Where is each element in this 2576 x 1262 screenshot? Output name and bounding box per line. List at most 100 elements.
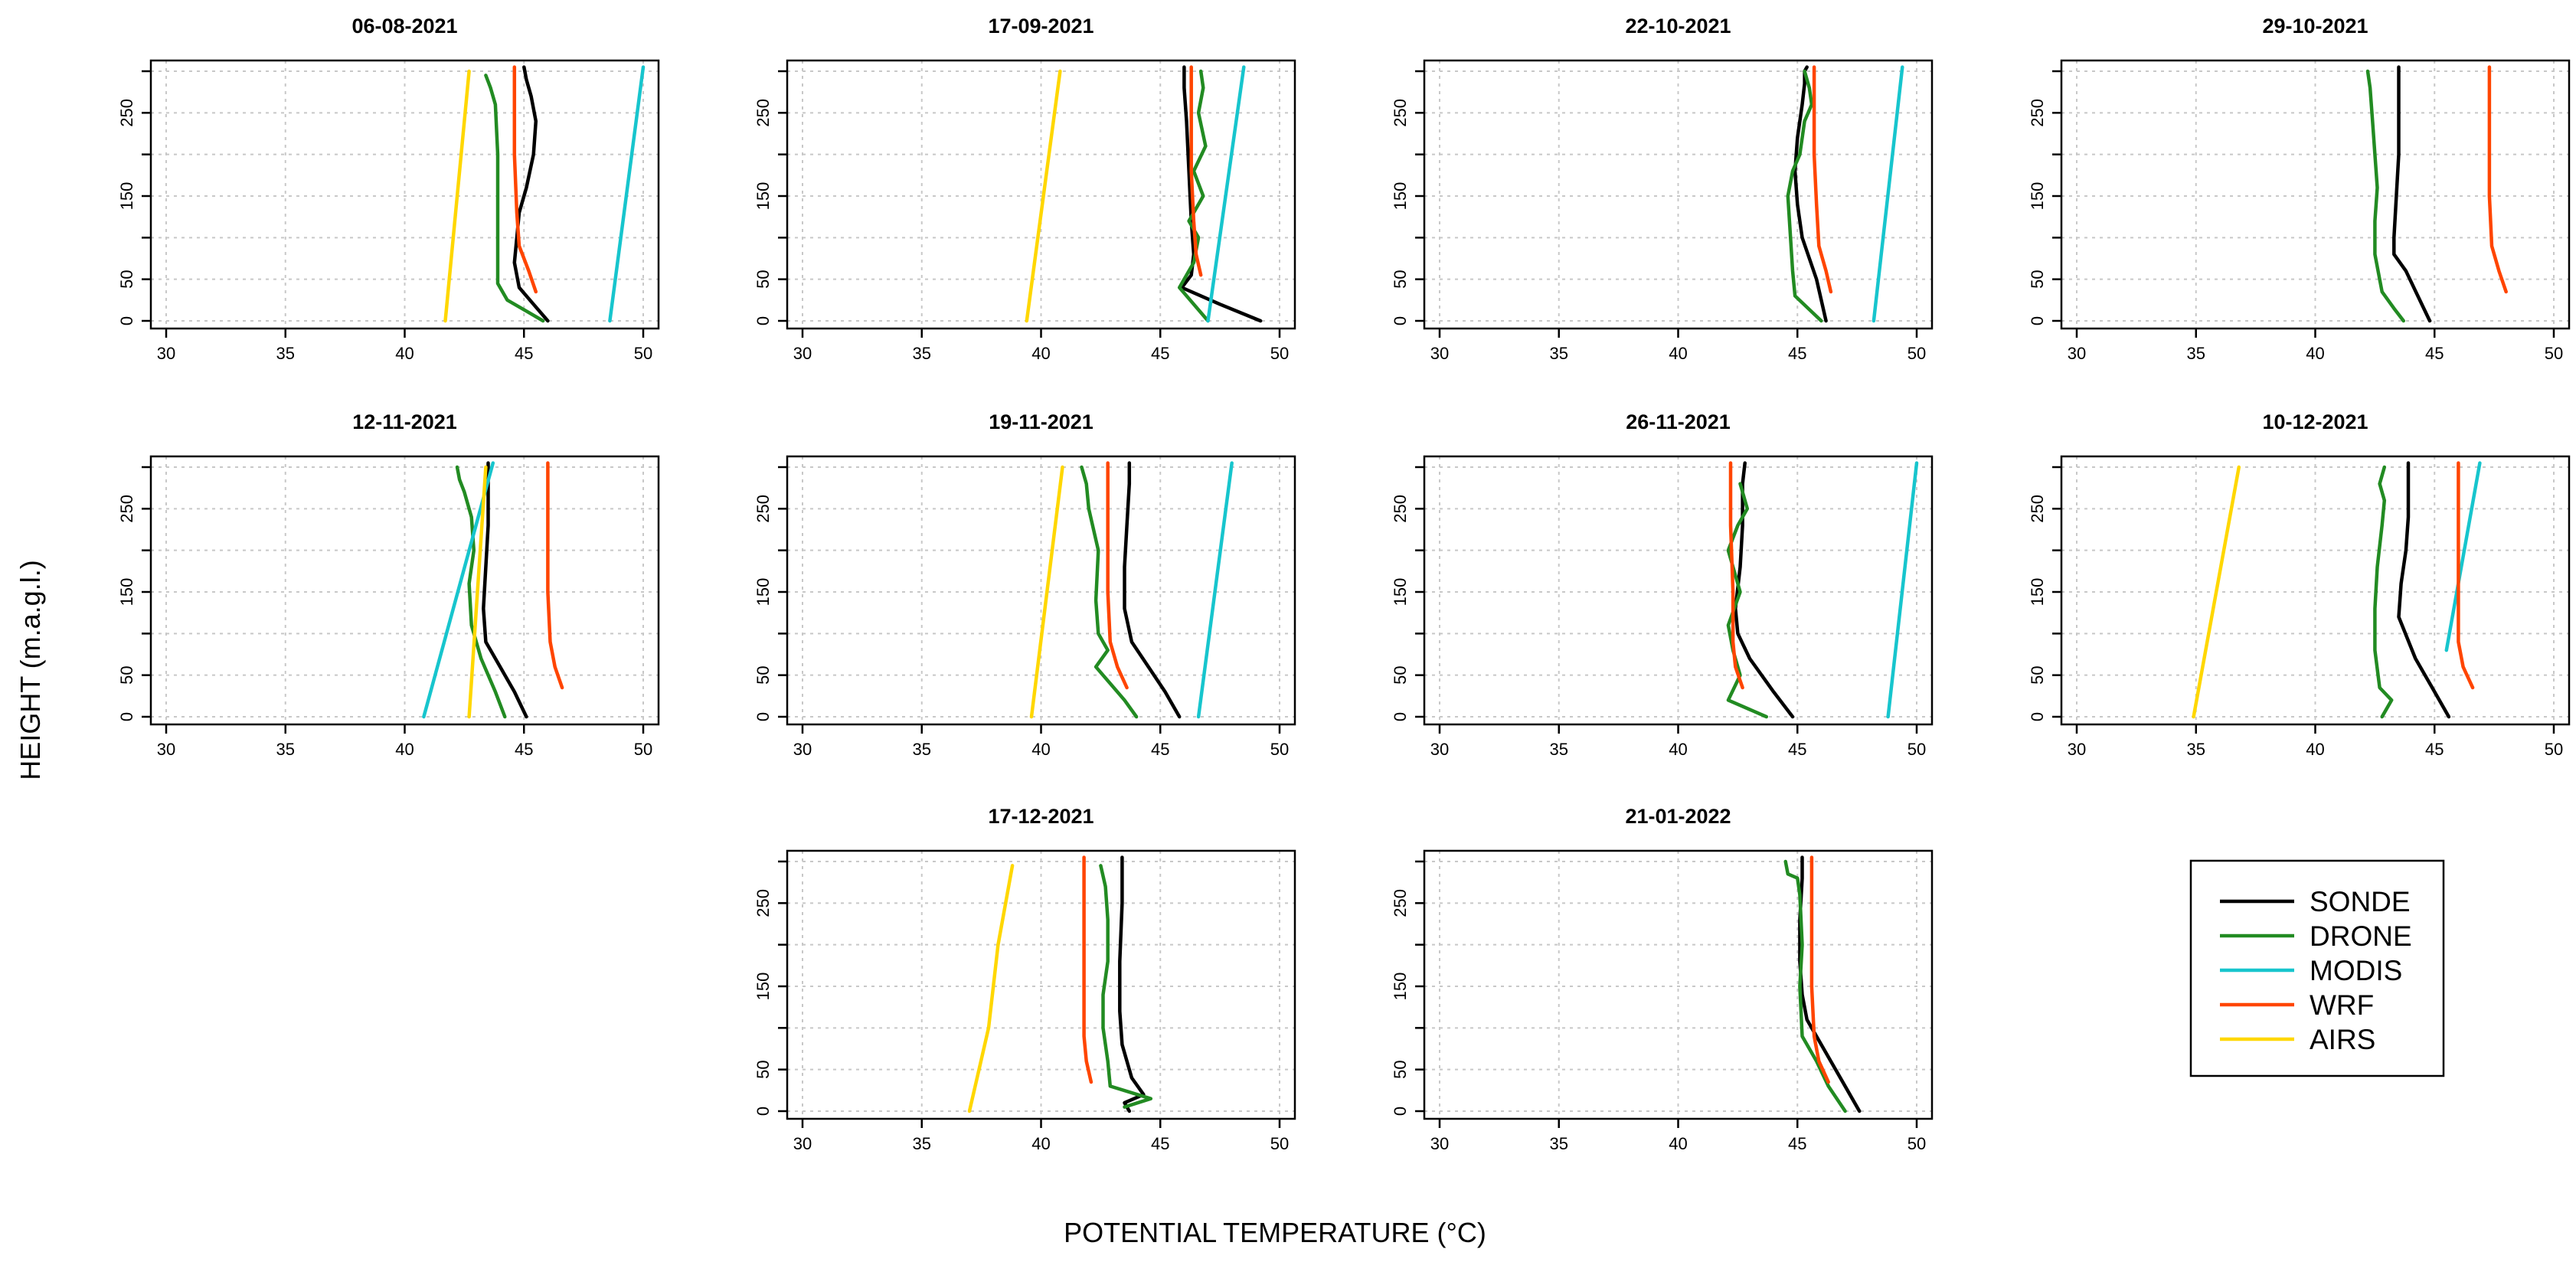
legend-label-sonde: SONDE [2310, 886, 2411, 917]
x-tick-label: 35 [913, 1134, 931, 1153]
x-tick-label: 40 [2306, 344, 2324, 363]
grid [151, 60, 659, 329]
panel-title: 19-11-2021 [989, 410, 1093, 433]
grid [151, 456, 659, 724]
y-tick-label: 150 [2028, 578, 2047, 606]
legend-label-drone: DRONE [2310, 920, 2412, 952]
y-tick-label: 50 [1391, 665, 1410, 684]
x-tick-label: 45 [1151, 1134, 1169, 1153]
y-tick-label: 0 [1391, 316, 1410, 325]
series-line-wrf [2487, 65, 2508, 294]
series-line-wrf [1728, 461, 1744, 690]
x-tick-label: 35 [1550, 344, 1568, 363]
panel-title: 06-08-2021 [351, 15, 457, 38]
panel-9: 30 35 40 45 50 0 50 150 250 17-12-2021 [754, 805, 1296, 1153]
y-tick-label: 250 [754, 889, 773, 917]
series-line-airs [467, 465, 488, 719]
panel-1: 30 35 40 45 50 0 50 150 250 06-08-2021 [117, 15, 660, 363]
panel-7: 30 35 40 45 50 0 50 150 250 26-11-2021 [1391, 410, 1934, 759]
y-axis-label: HEIGHT (m.a.g.l.) [15, 560, 46, 780]
y-tick-label: 50 [2028, 270, 2047, 288]
x-tick-label: 45 [1788, 740, 1806, 759]
series-line-drone [2373, 465, 2394, 719]
grid [2061, 456, 2569, 724]
x-tick-label: 50 [1907, 344, 1926, 363]
series-line-wrf [1809, 855, 1830, 1084]
x-tick-label: 45 [1788, 1134, 1806, 1153]
y-tick-label: 150 [117, 578, 136, 606]
panel-2: 30 35 40 45 50 0 50 150 250 17-09-2021 [754, 15, 1296, 363]
legend-label-modis: MODIS [2310, 955, 2402, 986]
series-line-drone [1786, 69, 1823, 323]
series-line-sonde [482, 461, 528, 719]
x-tick-label: 30 [1430, 344, 1449, 363]
x-tick-label: 45 [515, 740, 533, 759]
y-tick-label: 150 [754, 578, 773, 606]
series-line-drone [1783, 859, 1847, 1113]
y-tick-label: 0 [1391, 1107, 1410, 1116]
y-tick-label: 50 [754, 1060, 773, 1078]
y-tick-label: 50 [754, 270, 773, 288]
panel-3: 30 35 40 45 50 0 50 150 250 22-10-2021 [1391, 15, 1934, 363]
series-line-modis [1196, 461, 1234, 719]
x-tick-label: 50 [634, 344, 652, 363]
x-tick-label: 40 [1669, 1134, 1687, 1153]
x-tick-label: 30 [793, 740, 812, 759]
y-tick-label: 50 [117, 270, 136, 288]
panel-10: 30 35 40 45 50 0 50 150 250 21-01-2022 [1391, 805, 1934, 1153]
series-line-modis [2444, 461, 2482, 652]
panel-title: 29-10-2021 [2262, 15, 2368, 38]
y-tick-label: 0 [117, 712, 136, 721]
x-tick-label: 40 [2306, 740, 2324, 759]
series-line-drone [1080, 465, 1139, 719]
y-tick-label: 250 [1391, 889, 1410, 917]
x-axis-label: POTENTIAL TEMPERATURE (°C) [1064, 1217, 1486, 1248]
panel-title: 21-01-2022 [1625, 805, 1731, 828]
x-tick-label: 40 [395, 344, 414, 363]
y-tick-label: 150 [1391, 182, 1410, 211]
y-tick-label: 250 [2028, 99, 2047, 127]
series-line-sonde [1123, 461, 1182, 719]
series-line-sonde [2392, 65, 2432, 323]
y-tick-label: 0 [754, 1107, 773, 1116]
y-tick-label: 250 [754, 99, 773, 127]
x-tick-label: 40 [1669, 740, 1687, 759]
x-tick-label: 50 [634, 740, 652, 759]
y-tick-label: 250 [2028, 495, 2047, 523]
x-tick-label: 45 [1151, 740, 1169, 759]
x-tick-label: 30 [157, 344, 175, 363]
legend-label-wrf: WRF [2310, 989, 2374, 1021]
y-tick-label: 50 [2028, 665, 2047, 684]
x-tick-label: 45 [2425, 344, 2444, 363]
y-tick-label: 250 [1391, 99, 1410, 127]
panel-title: 17-09-2021 [988, 15, 1093, 38]
x-tick-label: 50 [2545, 740, 2563, 759]
series-line-drone [484, 74, 545, 323]
series-line-airs [1025, 69, 1062, 323]
y-tick-label: 50 [1391, 270, 1410, 288]
series-line-drone [455, 465, 507, 719]
x-tick-label: 35 [913, 344, 931, 363]
series-line-wrf [1189, 65, 1203, 277]
y-tick-label: 50 [117, 665, 136, 684]
panel-6: 30 35 40 45 50 0 50 150 250 19-11-2021 [754, 410, 1296, 759]
x-tick-label: 35 [913, 740, 931, 759]
grid [1424, 456, 1932, 724]
x-tick-label: 45 [2425, 740, 2444, 759]
x-tick-label: 45 [1151, 344, 1169, 363]
series-line-modis [1872, 65, 1904, 323]
x-tick-label: 45 [515, 344, 533, 363]
series-line-airs [967, 864, 1015, 1113]
x-tick-label: 35 [2187, 344, 2205, 363]
y-tick-label: 250 [1391, 495, 1410, 523]
series-line-drone [2365, 69, 2406, 323]
grid [787, 456, 1295, 724]
x-tick-label: 50 [1270, 740, 1289, 759]
series-line-drone [1099, 864, 1153, 1109]
x-tick-label: 30 [2068, 740, 2086, 759]
series-line-wrf [546, 461, 564, 690]
x-tick-label: 30 [1430, 740, 1449, 759]
y-tick-label: 0 [2028, 316, 2047, 325]
y-tick-label: 150 [1391, 578, 1410, 606]
